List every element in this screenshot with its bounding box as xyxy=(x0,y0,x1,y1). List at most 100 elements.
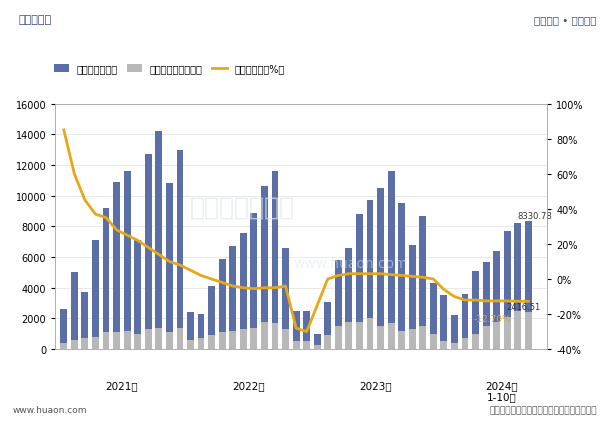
Bar xyxy=(493,322,500,349)
Bar xyxy=(282,248,289,349)
Bar xyxy=(451,316,458,349)
Bar xyxy=(113,182,120,349)
Bar xyxy=(272,172,279,349)
Text: 华经情报网: 华经情报网 xyxy=(18,15,52,25)
Bar xyxy=(113,332,120,349)
Bar xyxy=(303,311,310,349)
Bar xyxy=(92,241,99,349)
Bar xyxy=(504,317,510,349)
Bar xyxy=(430,334,437,349)
Legend: 商品房（万㎡）, 商品房现房（万㎡）, 商品房增速（%）: 商品房（万㎡）, 商品房现房（万㎡）, 商品房增速（%） xyxy=(50,60,289,78)
Text: 2024年
1-10月: 2024年 1-10月 xyxy=(486,380,518,401)
Bar xyxy=(261,322,268,349)
Bar xyxy=(103,332,109,349)
Bar xyxy=(483,326,490,349)
Bar xyxy=(134,241,141,349)
Bar xyxy=(472,271,479,349)
Bar xyxy=(324,302,331,349)
Bar xyxy=(440,296,447,349)
Bar xyxy=(250,328,257,349)
Bar xyxy=(103,208,109,349)
Bar xyxy=(483,262,490,349)
Bar xyxy=(356,322,363,349)
Bar xyxy=(81,339,89,349)
Bar xyxy=(156,328,162,349)
Bar xyxy=(462,294,469,349)
Bar xyxy=(377,189,384,349)
Bar xyxy=(335,261,342,349)
Bar xyxy=(229,247,236,349)
Bar xyxy=(187,340,194,349)
Bar xyxy=(367,319,373,349)
Bar xyxy=(293,342,300,349)
Text: 数据来源：国家统计局，华经产业研究院整理: 数据来源：国家统计局，华经产业研究院整理 xyxy=(489,406,597,414)
Bar xyxy=(250,213,257,349)
Bar xyxy=(387,172,395,349)
Bar xyxy=(504,231,510,349)
Bar xyxy=(324,336,331,349)
Bar xyxy=(419,216,426,349)
Bar xyxy=(166,184,173,349)
Text: 专业严谨 • 客观科学: 专业严谨 • 客观科学 xyxy=(534,15,597,25)
Bar xyxy=(419,326,426,349)
Bar xyxy=(124,331,130,349)
Text: www.huaon.com: www.huaon.com xyxy=(12,406,87,414)
Bar xyxy=(219,332,226,349)
Bar xyxy=(399,331,405,349)
Bar xyxy=(208,336,215,349)
Bar xyxy=(514,224,522,349)
Bar xyxy=(293,311,300,349)
Bar xyxy=(377,326,384,349)
Bar xyxy=(335,326,342,349)
Text: 8330.78: 8330.78 xyxy=(517,211,552,220)
Bar xyxy=(525,222,532,349)
Bar xyxy=(60,310,67,349)
Bar xyxy=(145,329,152,349)
Bar xyxy=(219,259,226,349)
Bar xyxy=(197,314,204,349)
Text: 2021-2024年10月山东省房地产商品房及商品房现房销售面积: 2021-2024年10月山东省房地产商品房及商品房现房销售面积 xyxy=(155,58,460,72)
Bar xyxy=(314,334,320,349)
Bar xyxy=(462,339,469,349)
Bar xyxy=(314,345,320,349)
Bar xyxy=(81,293,89,349)
Text: www.huaon.com: www.huaon.com xyxy=(293,256,408,271)
Bar xyxy=(71,340,77,349)
Bar xyxy=(156,132,162,349)
Text: 2021年: 2021年 xyxy=(106,380,138,390)
Bar xyxy=(303,342,310,349)
Bar xyxy=(346,322,352,349)
Bar xyxy=(261,187,268,349)
Bar xyxy=(197,339,204,349)
Bar xyxy=(92,337,99,349)
Bar xyxy=(187,313,194,349)
Bar xyxy=(514,311,522,349)
Text: 2022年: 2022年 xyxy=(232,380,265,390)
Bar xyxy=(71,273,77,349)
Bar xyxy=(60,343,67,349)
Bar xyxy=(472,334,479,349)
Bar xyxy=(409,245,416,349)
Bar xyxy=(177,150,183,349)
Bar xyxy=(282,329,289,349)
Bar xyxy=(177,328,183,349)
Bar xyxy=(409,329,416,349)
Bar xyxy=(240,329,247,349)
Bar xyxy=(356,215,363,349)
Bar xyxy=(229,331,236,349)
Text: -12.70%: -12.70% xyxy=(474,314,512,323)
Bar xyxy=(367,201,373,349)
Text: 2023年: 2023年 xyxy=(359,380,392,390)
Bar xyxy=(124,172,130,349)
Text: 2416.51: 2416.51 xyxy=(506,302,540,311)
Bar xyxy=(145,155,152,349)
Bar xyxy=(346,248,352,349)
Bar xyxy=(451,343,458,349)
Bar xyxy=(387,323,395,349)
Bar xyxy=(240,233,247,349)
Bar xyxy=(399,204,405,349)
Text: 华经产业研究院: 华经产业研究院 xyxy=(190,195,295,219)
Bar xyxy=(440,342,447,349)
Bar xyxy=(525,312,532,349)
Bar xyxy=(166,332,173,349)
